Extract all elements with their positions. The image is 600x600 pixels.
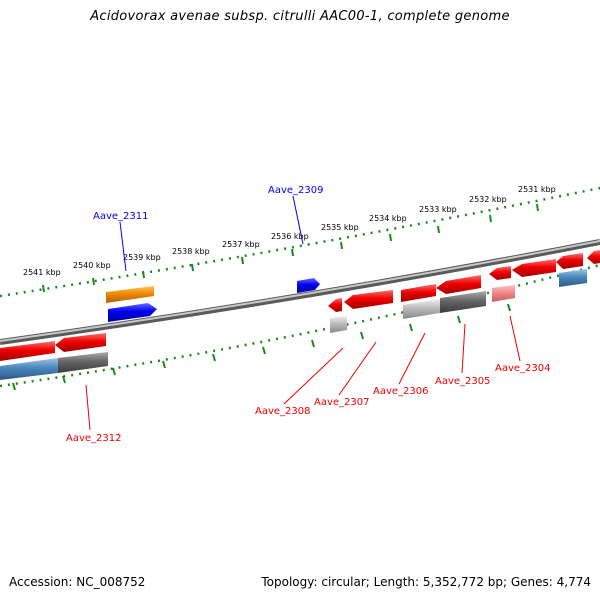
gene-feature-blue[interactable] — [108, 303, 157, 322]
gene-feature-red[interactable] — [328, 298, 342, 312]
scale-label: 2539 kbp — [123, 253, 161, 262]
scale-label: 2538 kbp — [172, 247, 210, 256]
scale-labels: 2531 kbp 2532 kbp 2533 kbp 2534 kbp 2535… — [23, 185, 556, 277]
genome-backbone-highlight — [0, 240, 600, 342]
reverse-strand-features — [0, 269, 587, 380]
gene-feature-light-gray[interactable] — [330, 316, 347, 333]
outer-scale-track — [0, 186, 600, 298]
map-title: Acidovorax avenae subsp. citrulli AAC00-… — [90, 9, 510, 24]
gene-label-aave-2305[interactable]: Aave_2305 — [435, 376, 491, 387]
gene-feature-red[interactable] — [512, 259, 556, 277]
gene-feature-light-gray[interactable] — [403, 299, 440, 319]
gene-feature-red[interactable] — [0, 341, 55, 361]
gene-feature-steel-blue[interactable] — [0, 358, 58, 380]
gene-feature-red[interactable] — [556, 253, 583, 269]
gene-feature-red[interactable] — [436, 275, 481, 294]
inner-scale-track — [0, 263, 600, 388]
gene-feature-red[interactable] — [401, 284, 436, 302]
gene-feature-orange[interactable] — [106, 286, 154, 303]
scale-label: 2537 kbp — [222, 240, 260, 249]
gene-label-aave-2309[interactable]: Aave_2309 — [268, 185, 324, 196]
gene-feature-gray[interactable] — [440, 291, 486, 313]
gene-label-aave-2312[interactable]: Aave_2312 — [66, 433, 122, 444]
scale-label: 2541 kbp — [23, 268, 61, 277]
gene-labels: Aave_2311 Aave_2309 Aave_2312 Aave_2308 … — [66, 185, 551, 444]
gene-feature-red[interactable] — [489, 266, 511, 280]
gene-feature-red[interactable] — [55, 333, 106, 352]
scale-label: 2540 kbp — [73, 261, 111, 270]
label-leaders — [85, 195, 521, 431]
scale-label: 2535 kbp — [321, 223, 359, 232]
scale-label: 2531 kbp — [518, 185, 556, 194]
gene-feature-gray[interactable] — [58, 352, 108, 373]
gene-feature-red[interactable] — [587, 250, 600, 264]
gene-feature-pink[interactable] — [492, 285, 515, 302]
genome-summary-text: Topology: circular; Length: 5,352,772 bp… — [261, 575, 591, 589]
gene-feature-steel-blue[interactable] — [559, 269, 587, 287]
forward-strand-features — [106, 250, 600, 322]
accession-text: Accession: NC_008752 — [9, 575, 146, 589]
gene-label-aave-2311[interactable]: Aave_2311 — [93, 211, 149, 222]
inner-major-ticks — [12, 303, 511, 391]
gene-label-aave-2308[interactable]: Aave_2308 — [255, 406, 311, 417]
gene-label-aave-2307[interactable]: Aave_2307 — [314, 397, 370, 408]
scale-label: 2536 kbp — [271, 232, 309, 241]
gene-label-aave-2306[interactable]: Aave_2306 — [373, 386, 429, 397]
scale-label: 2534 kbp — [369, 214, 407, 223]
outer-major-ticks — [42, 203, 539, 293]
scale-label: 2532 kbp — [469, 195, 507, 204]
gene-feature-blue-small[interactable] — [297, 278, 320, 293]
gene-label-aave-2304[interactable]: Aave_2304 — [495, 363, 551, 374]
gene-feature-red[interactable] — [344, 290, 393, 309]
scale-label: 2533 kbp — [419, 205, 457, 214]
